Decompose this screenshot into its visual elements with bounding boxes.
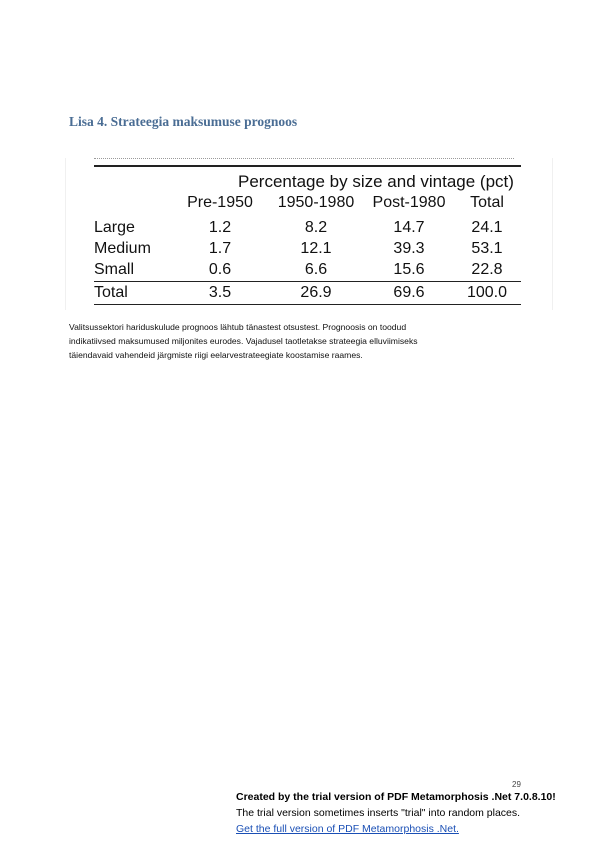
row-label: Total: [94, 284, 128, 301]
row-label: Small: [94, 261, 135, 278]
trial-notice: Created by the trial version of PDF Meta…: [236, 789, 556, 837]
table-cell: 8.2: [304, 219, 328, 236]
table-cell: 15.6: [393, 261, 425, 278]
table-bottom-rule: [94, 304, 521, 305]
table-cell: 22.8: [471, 261, 503, 278]
table-caption: Percentage by size and vintage (pct): [238, 172, 514, 191]
table-cell: 24.1: [471, 219, 503, 236]
table-cell: 6.6: [304, 261, 328, 278]
table-total-rule: [94, 281, 521, 282]
column-header-post-1980: Post-1980: [372, 194, 446, 211]
paragraph-line: täiendavaid vahendeid järgmiste riigi ee…: [69, 350, 363, 360]
table-figure: Percentage by size and vintage (pct) Pre…: [65, 158, 553, 310]
cropped-edge: [94, 158, 514, 162]
section-heading: Lisa 4. Strateegia maksumuse prognoos: [69, 114, 298, 129]
table-row: Small 0.6 6.6 15.6 22.8: [66, 261, 552, 281]
row-label: Medium: [94, 240, 151, 257]
table-row: Medium 1.7 12.1 39.3 53.1: [66, 240, 552, 260]
body-paragraph: Valitsussektori hariduskulude prognoos l…: [69, 320, 529, 362]
column-header-1950-1980: 1950-1980: [277, 194, 355, 211]
table-top-rule: [94, 165, 521, 167]
full-version-link[interactable]: Get the full version of PDF Metamorphosi…: [236, 823, 459, 835]
table-total-row: Total 3.5 26.9 69.6 100.0: [66, 284, 552, 304]
trial-notice-title: Created by the trial version of PDF Meta…: [236, 791, 556, 803]
table-cell: 1.2: [208, 219, 232, 236]
table-cell: 53.1: [471, 240, 503, 257]
table-cell: 100.0: [466, 284, 508, 301]
table-cell: 69.6: [393, 284, 425, 301]
table-cell: 12.1: [300, 240, 332, 257]
paragraph-line: Valitsussektori hariduskulude prognoos l…: [69, 322, 407, 332]
table-cell: 39.3: [393, 240, 425, 257]
table-row: Large 1.2 8.2 14.7 24.1: [66, 219, 552, 239]
table-cell: 0.6: [208, 261, 232, 278]
column-header-total: Total: [470, 194, 504, 211]
trial-notice-text: The trial version sometimes inserts "tri…: [236, 807, 521, 819]
table-cell: 3.5: [208, 284, 232, 301]
table-header-row: Pre-1950 1950-1980 Post-1980 Total: [66, 194, 552, 214]
row-label: Large: [94, 219, 135, 236]
paragraph-line: indikatiivsed maksumused miljonites euro…: [69, 336, 418, 346]
page-number: 29: [512, 780, 521, 789]
table-cell: 1.7: [208, 240, 232, 257]
table-cell: 14.7: [393, 219, 425, 236]
table-cell: 26.9: [300, 284, 332, 301]
column-header-pre-1950: Pre-1950: [187, 194, 253, 211]
